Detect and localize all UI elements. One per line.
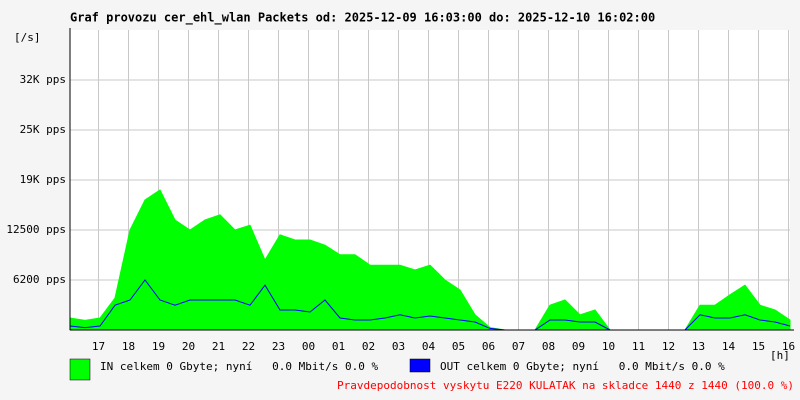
- x-tick-label: 00: [302, 340, 315, 353]
- area: [69, 189, 791, 331]
- legend-label: OUT celkem 0 Gbyte; nyní 0.0 Mbit/s 0.0 …: [440, 360, 725, 373]
- y-tick-label: 12500 pps: [6, 223, 66, 236]
- x-tick-label: 04: [422, 340, 436, 353]
- x-tick-label: 09: [572, 340, 585, 353]
- x-tick-label: 23: [272, 340, 285, 353]
- x-tick-label: 21: [212, 340, 225, 353]
- y-axis-label: [/s]: [14, 31, 41, 44]
- x-tick-label: 16: [782, 340, 795, 353]
- x-tick-label: 15: [752, 340, 765, 353]
- x-tick-label: 07: [512, 340, 525, 353]
- x-tick-label: 11: [632, 340, 645, 353]
- x-tick-label: 05: [452, 340, 465, 353]
- chart-title: Graf provozu cer_ehl_wlan Packets od: 20…: [70, 11, 655, 26]
- y-tick-label: 6200 pps: [13, 273, 66, 286]
- x-tick-label: 18: [122, 340, 135, 353]
- x-tick-label: 12: [662, 340, 675, 353]
- x-tick-label: 14: [722, 340, 736, 353]
- x-tick-label: 02: [362, 340, 375, 353]
- x-tick-label: 22: [242, 340, 255, 353]
- x-tick-label: 10: [602, 340, 615, 353]
- x-tick-label: 08: [542, 340, 555, 353]
- x-tick-label: 01: [332, 340, 345, 353]
- x-tick-label: 20: [182, 340, 195, 353]
- x-tick-label: 03: [392, 340, 405, 353]
- x-tick-label: 17: [92, 340, 105, 353]
- y-tick-label: 25K pps: [20, 123, 66, 136]
- y-tick-label: 19K pps: [20, 173, 66, 186]
- axes: 6200 pps 12500 pps 19K pps 25K pps 32K pps 17…: [6, 28, 795, 381]
- legend-label: IN celkem 0 Gbyte; nyní 0.0 Mbit/s 0.0 %: [100, 360, 379, 373]
- x-tick-label: 06: [482, 340, 495, 353]
- legend-swatch: [409, 358, 431, 373]
- legend-swatch: [69, 358, 91, 381]
- note: Pravdepodobnost vyskytu E220 KULATAK na …: [337, 379, 794, 392]
- x-axis-label: [h]: [770, 349, 790, 362]
- x-tick-label: 13: [692, 340, 705, 353]
- x-tick-label: 19: [152, 340, 165, 353]
- y-tick-label: 32K pps: [20, 73, 66, 86]
